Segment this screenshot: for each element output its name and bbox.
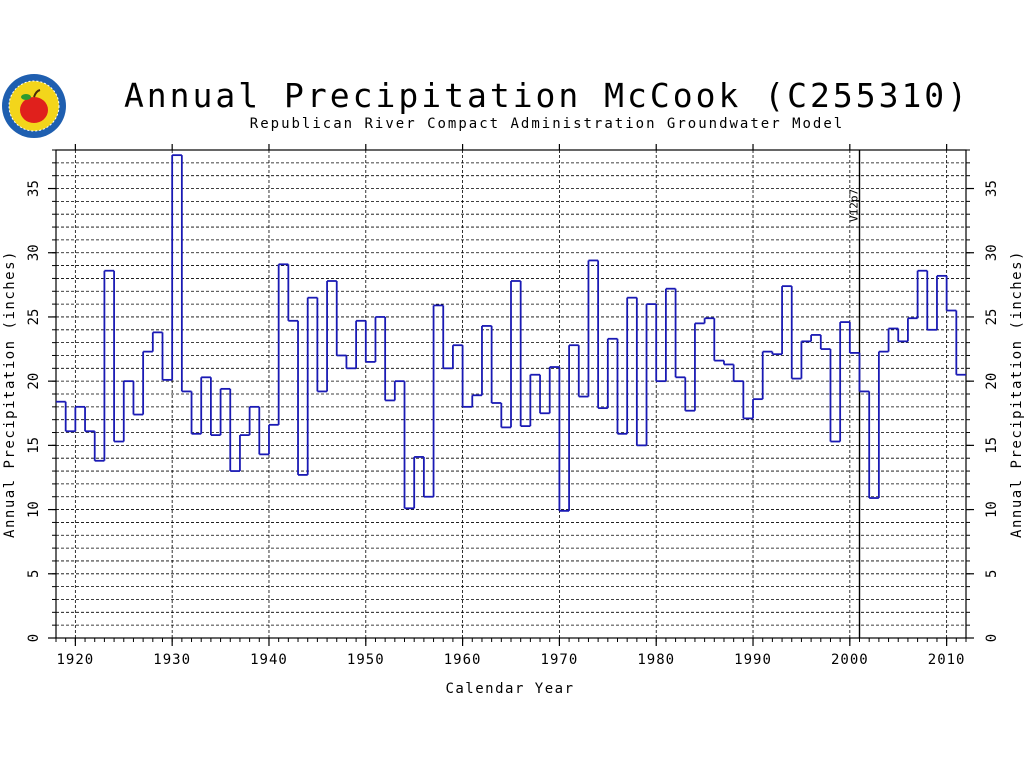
y-axis-label-right: Annual Precipitation (inches) — [1009, 250, 1024, 538]
chart-title: Annual Precipitation McCook (C255310) — [124, 76, 970, 115]
chart-subtitle: Republican River Compact Administration … — [250, 116, 844, 132]
y-tick-label-left: 20 — [26, 373, 42, 390]
annotation-label: V12p7 — [848, 189, 861, 222]
x-tick-label: 1960 — [444, 652, 482, 668]
y-tick-label-right: 15 — [984, 437, 1000, 454]
x-axis-label: Calendar Year — [445, 681, 574, 697]
series-layer — [56, 154, 966, 512]
x-tick-label: 1970 — [541, 652, 579, 668]
y-tick-label-right: 35 — [984, 180, 1000, 197]
x-tick-label: 2010 — [928, 652, 966, 668]
x-tick-label: 1980 — [637, 652, 675, 668]
y-tick-label-right: 0 — [984, 634, 1000, 642]
y-tick-label-left: 30 — [26, 244, 42, 261]
x-tick-label: 2000 — [831, 652, 869, 668]
annotation-layer: V12p7 — [848, 189, 861, 222]
y-axis-label-left: Annual Precipitation (inches) — [2, 250, 18, 538]
rrca-seal-logo — [2, 74, 66, 138]
x-tick-label: 1920 — [57, 652, 95, 668]
y-tick-label-left: 35 — [26, 180, 42, 197]
y-tick-label-left: 5 — [26, 570, 42, 578]
y-tick-label-left: 25 — [26, 309, 42, 326]
x-tick-label: 1990 — [734, 652, 772, 668]
y-tick-label-left: 10 — [26, 501, 42, 518]
y-tick-label-left: 0 — [26, 634, 42, 642]
y-tick-label-right: 25 — [984, 309, 1000, 326]
y-tick-label-right: 5 — [984, 570, 1000, 578]
x-tick-label: 1930 — [153, 652, 191, 668]
x-tick-label: 1940 — [250, 652, 288, 668]
x-tick-label: 1950 — [347, 652, 385, 668]
y-tick-label-right: 20 — [984, 373, 1000, 390]
apple-icon — [20, 97, 48, 123]
y-tick-label-left: 15 — [26, 437, 42, 454]
series-group — [56, 154, 966, 512]
y-tick-label-right: 30 — [984, 244, 1000, 261]
axes: 1920 1930 1940 1950 1960 1970 1980 1990 2000 2010… — [26, 144, 1000, 668]
y-tick-label-right: 10 — [984, 501, 1000, 518]
